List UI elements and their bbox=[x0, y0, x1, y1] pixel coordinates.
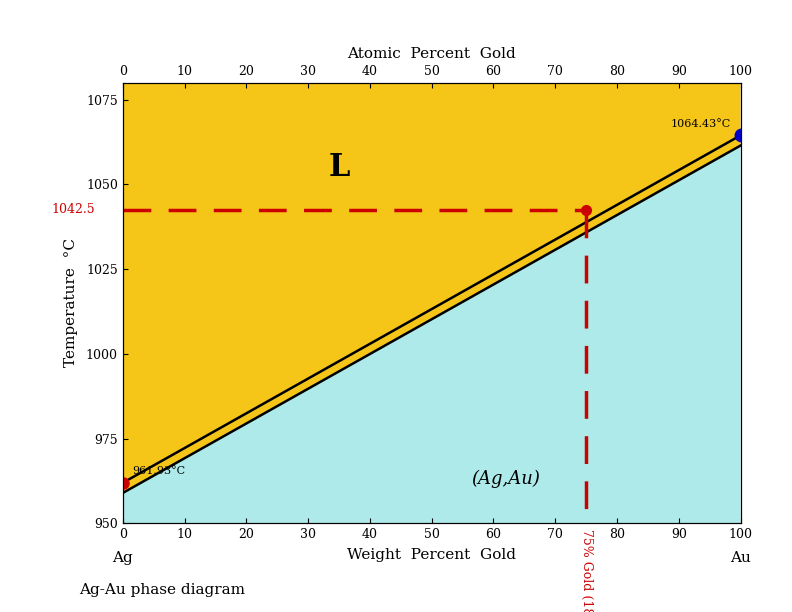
Text: 75% Gold (18k): 75% Gold (18k) bbox=[580, 529, 592, 612]
Y-axis label: Temperature  °C: Temperature °C bbox=[63, 239, 78, 367]
Polygon shape bbox=[123, 135, 741, 493]
X-axis label: Atomic  Percent  Gold: Atomic Percent Gold bbox=[347, 47, 516, 61]
Polygon shape bbox=[123, 83, 741, 483]
Polygon shape bbox=[123, 146, 741, 523]
Text: Au: Au bbox=[730, 551, 751, 565]
Text: 1042.5: 1042.5 bbox=[51, 203, 95, 216]
Text: (Ag,Au): (Ag,Au) bbox=[471, 470, 540, 488]
Text: 961.93°C: 961.93°C bbox=[132, 466, 185, 476]
Text: 1064.43°C: 1064.43°C bbox=[671, 119, 731, 129]
Text: Ag: Ag bbox=[112, 551, 133, 565]
Text: Ag-Au phase diagram: Ag-Au phase diagram bbox=[79, 583, 246, 597]
X-axis label: Weight  Percent  Gold: Weight Percent Gold bbox=[347, 548, 516, 562]
Text: L: L bbox=[329, 152, 349, 183]
